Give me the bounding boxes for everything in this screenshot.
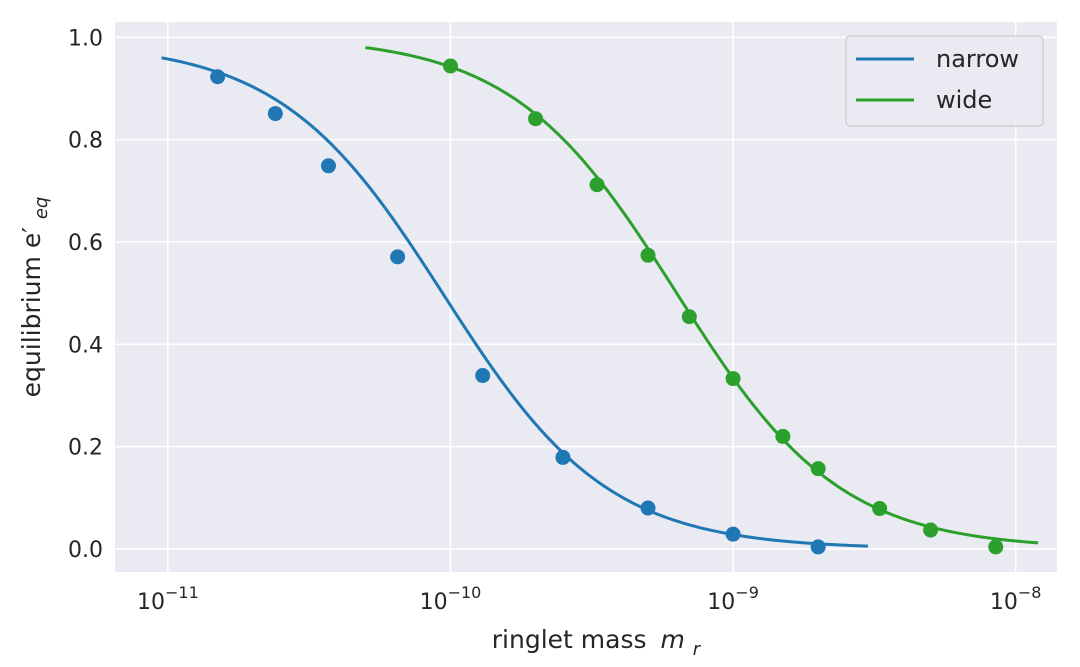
legend: narrow wide — [845, 35, 1044, 127]
series-line-narrow — [161, 56, 868, 548]
series-wide — [365, 46, 1039, 555]
y-tick-label: 0.4 — [68, 333, 103, 358]
data-point-narrow — [810, 539, 826, 555]
data-point-narrow — [320, 158, 336, 174]
data-point-wide — [725, 371, 741, 387]
x-tick-label: 10−11 — [137, 583, 199, 615]
y-tick-label: 0.2 — [68, 436, 103, 461]
y-axis-label-text: equilibrium e′ — [17, 227, 46, 398]
data-point-narrow — [390, 249, 406, 265]
data-point-narrow — [725, 526, 741, 542]
x-axis-label-subscript: r — [693, 639, 702, 660]
grid-lines — [115, 22, 1057, 572]
x-tick-label: 10−10 — [420, 583, 482, 615]
data-point-wide — [872, 501, 888, 517]
y-axis-ticks: 0.0 0.2 0.4 0.6 0.8 1.0 — [68, 26, 103, 563]
data-point-narrow — [640, 500, 656, 516]
x-tick-label: 10−9 — [707, 583, 759, 615]
data-point-narrow — [267, 106, 283, 122]
y-tick-label: 0.6 — [68, 231, 103, 256]
x-axis-label-symbol: m — [660, 625, 684, 654]
series-narrow — [161, 56, 868, 555]
data-point-narrow — [475, 368, 491, 384]
y-axis-label-subscript: eq — [31, 197, 52, 220]
legend-label-wide: wide — [936, 86, 992, 114]
data-point-wide — [528, 111, 544, 127]
y-tick-label: 1.0 — [68, 26, 103, 51]
x-tick-label: 10−8 — [990, 583, 1042, 615]
x-axis-label-text: ringlet mass — [492, 625, 647, 654]
x-axis-label: ringlet mass m r — [492, 625, 702, 660]
data-point-wide — [810, 461, 826, 477]
y-tick-label: 0.0 — [68, 538, 103, 563]
data-point-narrow — [210, 69, 226, 85]
data-point-wide — [640, 247, 656, 263]
y-axis-label: equilibrium e′ eq — [17, 197, 52, 398]
x-axis-ticks: 10−11 10−10 10−9 10−8 — [137, 583, 1042, 615]
data-point-wide — [442, 58, 458, 74]
y-tick-label: 0.8 — [68, 129, 103, 154]
data-point-narrow — [555, 449, 571, 465]
data-point-wide — [988, 539, 1004, 555]
data-point-wide — [681, 309, 697, 325]
legend-label-narrow: narrow — [936, 45, 1019, 73]
data-point-wide — [923, 522, 939, 538]
data-series — [161, 46, 1039, 555]
data-point-wide — [775, 428, 791, 444]
data-point-wide — [589, 177, 605, 193]
